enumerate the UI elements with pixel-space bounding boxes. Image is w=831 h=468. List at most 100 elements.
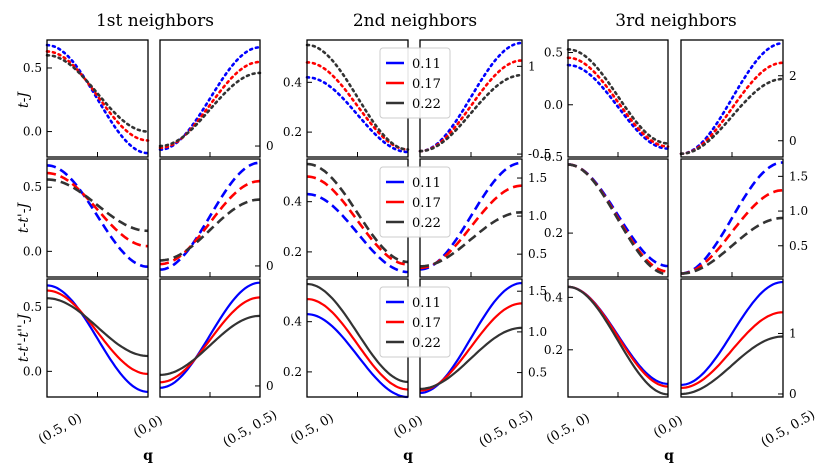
y-tick-label: 0.5 bbox=[528, 366, 547, 380]
series-line-0.17 bbox=[45, 50, 150, 142]
series-line-0.17 bbox=[567, 285, 669, 388]
legends: 0.11 0.17 0.22 0.11 0.17 0.22 0.11 0.17 0.22 bbox=[379, 47, 451, 358]
panel-c3-r3-right: 10 bbox=[680, 278, 797, 401]
panel-c3-r1-right: 20 bbox=[679, 39, 797, 158]
xtick-col3-mid: (0,0) bbox=[651, 413, 685, 441]
y-tick-label: 0 bbox=[266, 259, 274, 273]
y-tick-label: 0.2 bbox=[283, 245, 302, 259]
series-line-0.17 bbox=[680, 188, 784, 275]
series-line-0.11 bbox=[46, 284, 149, 393]
series-line-0.11 bbox=[158, 46, 262, 151]
y-tick-label: 0.5 bbox=[789, 239, 808, 253]
y-tick-label: 2 bbox=[789, 69, 797, 83]
series-line-0.11 bbox=[305, 76, 410, 154]
y-tick-label: 1.5 bbox=[528, 171, 547, 185]
series-line-0.22 bbox=[46, 178, 149, 233]
y-tick-label: 1 bbox=[528, 59, 536, 73]
series-line-0.17 bbox=[306, 175, 409, 266]
panel-c3-r2-right: 1.5 1.0 0.5 bbox=[680, 158, 808, 278]
y-tick-label: 0.0 bbox=[544, 98, 563, 112]
series-line-0.11 bbox=[45, 43, 150, 155]
y-tick-label: 0.2 bbox=[283, 365, 302, 379]
panel-c3-r1-left: 0.5 0.0 -0.5 bbox=[540, 39, 670, 164]
legend-label-0.22: 0.22 bbox=[412, 97, 441, 112]
series-line-0.22 bbox=[680, 216, 784, 275]
panel-c2-r1-right: 1 -0.5 bbox=[418, 39, 551, 161]
y-tick-label: 0.2 bbox=[283, 125, 302, 139]
row-ylabel-1: t-J bbox=[16, 91, 32, 108]
series-line-0.22 bbox=[306, 162, 409, 264]
legend-label-0.17: 0.17 bbox=[412, 196, 441, 211]
y-tick-label: 0.4 bbox=[544, 290, 563, 304]
xtick-col2-mid: (0,0) bbox=[391, 413, 425, 441]
series-line-0.17 bbox=[46, 289, 149, 375]
series-line-0.11 bbox=[566, 63, 670, 150]
y-tick-label: 0.0 bbox=[23, 244, 42, 258]
legend-row-1: 0.11 0.17 0.22 bbox=[379, 47, 451, 119]
xlabel-col-1: q bbox=[143, 448, 153, 464]
series-line-0.17 bbox=[158, 60, 262, 150]
legend-row-3: 0.11 0.17 0.22 bbox=[379, 286, 451, 358]
panel-c1-r1-left: 0.5 0.0 bbox=[23, 39, 150, 158]
column-title-2: 2nd neighbors bbox=[353, 11, 477, 31]
row-ylabel-3: t-t'-t''-J bbox=[16, 313, 32, 363]
series-line-0.22 bbox=[305, 43, 410, 151]
y-tick-label: 0.4 bbox=[283, 315, 302, 329]
panel-c1-r2-left: 0.5 0.0 bbox=[23, 158, 149, 278]
panel-c1-r1-right: 0 bbox=[158, 39, 274, 158]
series-line-0.17 bbox=[46, 171, 149, 248]
legend-label-0.22: 0.22 bbox=[412, 216, 441, 231]
panel-frame bbox=[46, 39, 149, 158]
xtick-col2-left: (0.5, 0) bbox=[288, 411, 337, 448]
panel-c2-r3-left: 0.4 0.2 bbox=[283, 278, 409, 399]
series-line-0.17 bbox=[306, 298, 409, 391]
y-tick-label: 0.0 bbox=[23, 125, 42, 139]
series-line-0.22 bbox=[567, 285, 669, 396]
series-line-0.17 bbox=[566, 56, 670, 148]
column-title-3: 3rd neighbors bbox=[615, 11, 736, 31]
legend-label-0.17: 0.17 bbox=[412, 316, 441, 331]
row-ylabel-2: t-t'-J bbox=[16, 202, 32, 234]
series-line-0.22 bbox=[679, 77, 785, 156]
series-line-0.22 bbox=[158, 71, 262, 148]
panel-c2-r3-right: 1.5 1.0 0.5 bbox=[419, 278, 547, 398]
panels: 0.50.000.50.000.50.000.40.21-0.50.40.21.… bbox=[23, 39, 808, 401]
legend-label-0.11: 0.11 bbox=[412, 296, 441, 311]
series-line-0.22 bbox=[567, 163, 669, 276]
y-tick-label: 1.0 bbox=[528, 209, 547, 223]
series-line-0.17 bbox=[159, 179, 261, 266]
y-tick-label: 1.5 bbox=[789, 169, 808, 183]
legend-row-2: 0.11 0.17 0.22 bbox=[379, 166, 451, 238]
series-line-0.11 bbox=[679, 42, 785, 156]
series-line-0.22 bbox=[159, 198, 261, 262]
series-line-0.22 bbox=[419, 326, 523, 390]
y-tick-label: -0.5 bbox=[540, 150, 563, 164]
series-line-0.22 bbox=[45, 54, 150, 133]
y-tick-label: 0 bbox=[266, 139, 274, 153]
legend-box bbox=[379, 47, 451, 119]
series-line-0.11 bbox=[306, 192, 409, 274]
panel-c2-r2-left: 0.4 0.2 bbox=[283, 158, 409, 278]
series-line-0.22 bbox=[46, 297, 149, 358]
series-line-0.22 bbox=[420, 211, 523, 268]
xtick-col2-right: (0.5, 0.5) bbox=[477, 408, 536, 451]
y-tick-label: 0.0 bbox=[23, 364, 42, 378]
column-title-1: 1st neighbors bbox=[96, 11, 214, 31]
xtick-col1-right: (0.5, 0.5) bbox=[221, 408, 280, 451]
y-tick-label: 1.0 bbox=[789, 204, 808, 218]
y-tick-label: 0.5 bbox=[544, 46, 563, 60]
series-line-0.22 bbox=[418, 73, 524, 153]
y-tick-label: 0 bbox=[266, 379, 274, 393]
series-line-0.11 bbox=[159, 161, 261, 271]
y-tick-label: 0.5 bbox=[23, 61, 42, 75]
series-line-0.22 bbox=[306, 282, 409, 383]
xtick-col1-left: (0.5, 0) bbox=[36, 411, 85, 448]
series-line-0.22 bbox=[159, 314, 261, 376]
series-line-0.11 bbox=[680, 280, 784, 386]
y-tick-label: 0.4 bbox=[283, 75, 302, 89]
xtick-col1-mid: (0,0) bbox=[131, 413, 165, 441]
y-tick-label: 0.5 bbox=[23, 180, 42, 194]
series-line-0.11 bbox=[46, 164, 149, 268]
panel-c3-r3-left: 0.4 0.2 bbox=[544, 278, 669, 398]
